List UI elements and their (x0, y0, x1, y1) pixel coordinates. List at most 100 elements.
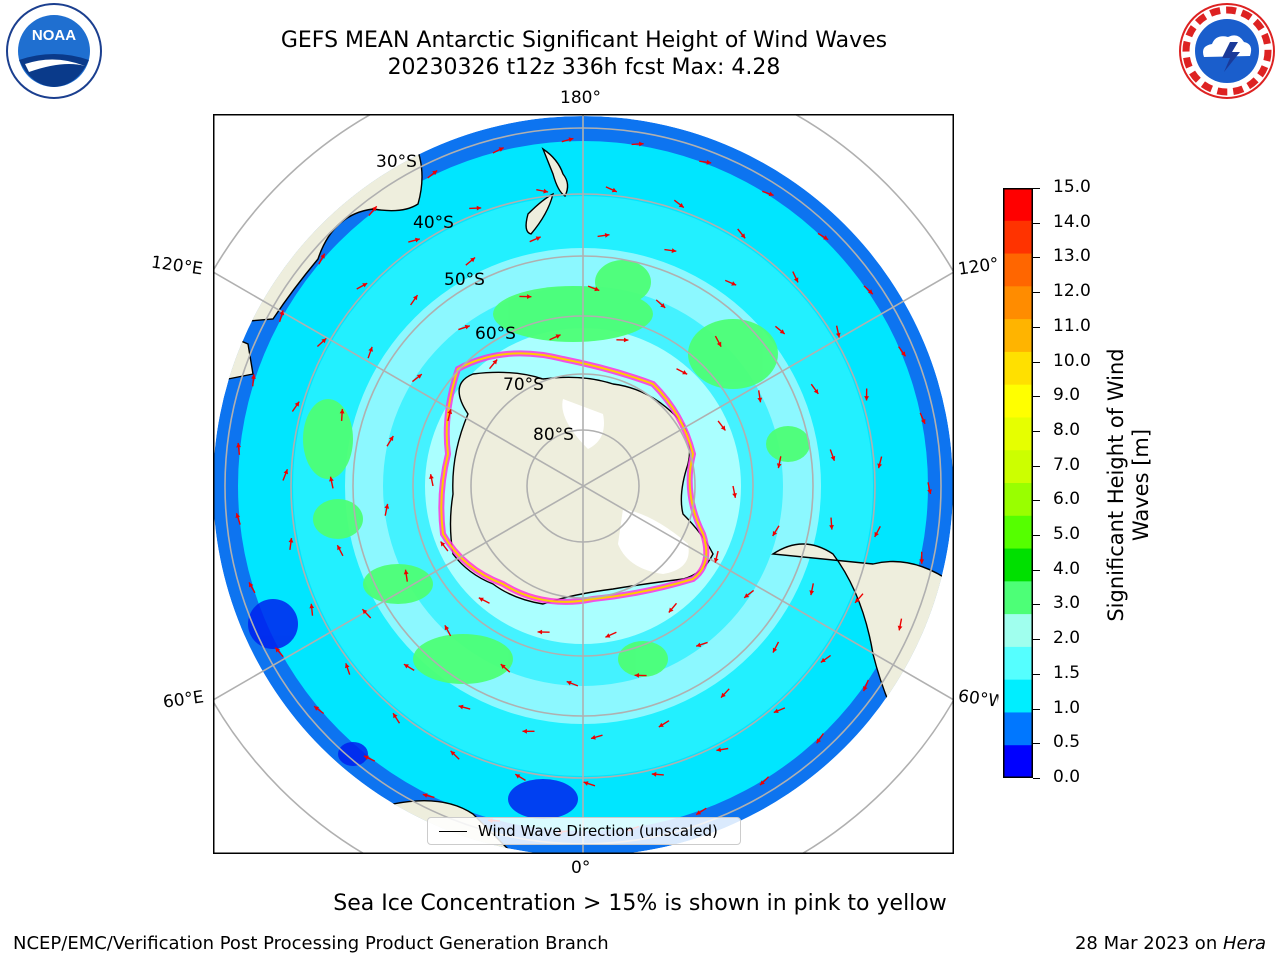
colorbar-segment (1003, 450, 1033, 484)
colorbar-tick-mark (1033, 326, 1040, 328)
wind-arrow-head (793, 277, 799, 283)
wind-arrow-head (429, 474, 434, 479)
wind-arrow-head (864, 396, 869, 401)
wind-arrow-head (706, 159, 712, 165)
wind-arrow-head (809, 590, 815, 596)
colorbar-tick-label: 3.0 (1053, 593, 1081, 614)
wind-arrow-head (403, 569, 409, 575)
colorbar-segment (1003, 646, 1033, 681)
wind-arrow-head (757, 397, 763, 403)
colorbar-tick-label: 10.0 (1053, 350, 1091, 371)
lat-label-30s: 30°S (376, 152, 417, 172)
colorbar-tick-mark (1033, 361, 1040, 363)
map-subtitle: 20230326 t12z 336h fcst Max: 4.28 (387, 55, 781, 80)
colorbar-tick-mark (1033, 569, 1040, 571)
wind-arrow-head (566, 680, 572, 686)
wind-arrow-head (388, 436, 394, 441)
lat-label-50s: 50°S (444, 270, 485, 290)
wind-arrow-head (835, 332, 841, 338)
colorbar-segment (1003, 581, 1033, 615)
wind-arrow-head (432, 170, 438, 176)
wind-arrow-head (713, 557, 719, 563)
colorbar-tick-mark (1033, 500, 1040, 502)
wind-arrow-head (721, 692, 726, 698)
wind-arrow-head (651, 771, 657, 777)
wind-arrow-head (458, 704, 464, 710)
wind-arrow-head (696, 642, 702, 648)
wind-arrow-head (362, 609, 368, 615)
wind-arrow-head (720, 425, 726, 431)
wind-arrow-head (634, 673, 639, 678)
lon-label-120e: 120°E (149, 252, 204, 280)
colorbar-segment (1003, 286, 1033, 320)
wind-arrow-head (321, 338, 327, 344)
colorbar-tick-mark (1033, 430, 1040, 432)
wind-arrow-head (249, 582, 254, 588)
colorbar (1003, 188, 1033, 778)
wind-arrow-head (568, 137, 574, 142)
wind-arrow-head (604, 233, 610, 238)
colorbar-tick-label: 12.0 (1053, 281, 1091, 302)
wind-arrow-head (450, 750, 456, 756)
wind-arrow-head (275, 647, 280, 653)
wind-arrow-head (500, 664, 506, 669)
wind-arrow-head (855, 597, 860, 603)
wind-arrow-head (314, 706, 320, 711)
wind-arrow-head (537, 629, 543, 635)
footer-date: 28 Mar 2023 on Hera (1075, 933, 1266, 954)
colorbar-segment (1003, 220, 1033, 255)
colorbar-tick-mark (1033, 257, 1040, 259)
wind-arrow-head (901, 351, 906, 357)
wind-arrow-head (658, 722, 664, 727)
colorbar-segment (1003, 483, 1033, 517)
wind-arrow-head (393, 713, 398, 719)
wind-arrow-head (339, 408, 345, 414)
wind-arrow-head (527, 294, 532, 299)
wind-arrow-head (279, 310, 285, 316)
colorbar-tick-mark (1033, 535, 1040, 537)
lat-label-80s: 80°S (533, 425, 574, 445)
wind-arrow-head (919, 559, 925, 564)
map-legend: Wind Wave Direction (unscaled) (427, 817, 741, 845)
colorbar-tick-label: 9.0 (1053, 385, 1081, 406)
wind-arrow-head (498, 147, 504, 152)
map-panel: 180° 0° 120°E 60°E 120°W 60°W 30°S 40°S … (150, 88, 999, 878)
wind-arrow-head (535, 236, 541, 241)
wind-arrow-head (772, 647, 778, 653)
wind-arrow-head (682, 370, 688, 375)
wind-arrow-head (447, 409, 453, 415)
colorbar-segment (1003, 351, 1033, 386)
wind-arrow-head (235, 513, 241, 519)
footer-credit: NCEP/EMC/Verification Post Processing Pr… (13, 933, 609, 954)
wind-arrow-head (368, 346, 373, 352)
colorbar-segment (1003, 712, 1033, 746)
colorbar-segment (1003, 384, 1033, 418)
wind-arrow-head (813, 389, 819, 394)
wind-arrow-head (671, 248, 677, 253)
wind-arrow-head (594, 286, 600, 292)
wind-arrow-head (921, 418, 926, 424)
wind-arrow-head (515, 774, 521, 779)
wind-arrow-head (897, 625, 903, 631)
wind-arrow-head (868, 289, 873, 295)
colorbar-tick-label: 5.0 (1053, 524, 1081, 545)
colorbar-tick-mark (1033, 778, 1040, 779)
footer-date-text: 28 Mar 2023 on (1074, 933, 1223, 954)
colorbar-segment (1003, 188, 1033, 222)
wind-arrow-head (372, 206, 377, 212)
colorbar-tick-mark (1033, 396, 1040, 398)
colorbar-tick-mark (1033, 673, 1040, 675)
lon-label-60w: 60°W (956, 686, 1000, 712)
svg-text:NOAA: NOAA (32, 27, 76, 44)
wind-arrow-head (823, 235, 829, 240)
sea-ice-note: Sea Ice Concentration > 15% is shown in … (333, 891, 947, 916)
wind-arrow-head (772, 531, 778, 536)
wind-arrow-head (415, 237, 420, 243)
wind-arrow-head (776, 463, 782, 469)
colorbar-segment (1003, 253, 1033, 287)
colorbar-tick-label: 8.0 (1053, 419, 1081, 440)
colorbar-tick-mark (1033, 222, 1040, 224)
wind-arrow-head (492, 359, 498, 365)
lat-label-60s: 60°S (475, 324, 516, 344)
wind-arrow-head (422, 793, 428, 798)
